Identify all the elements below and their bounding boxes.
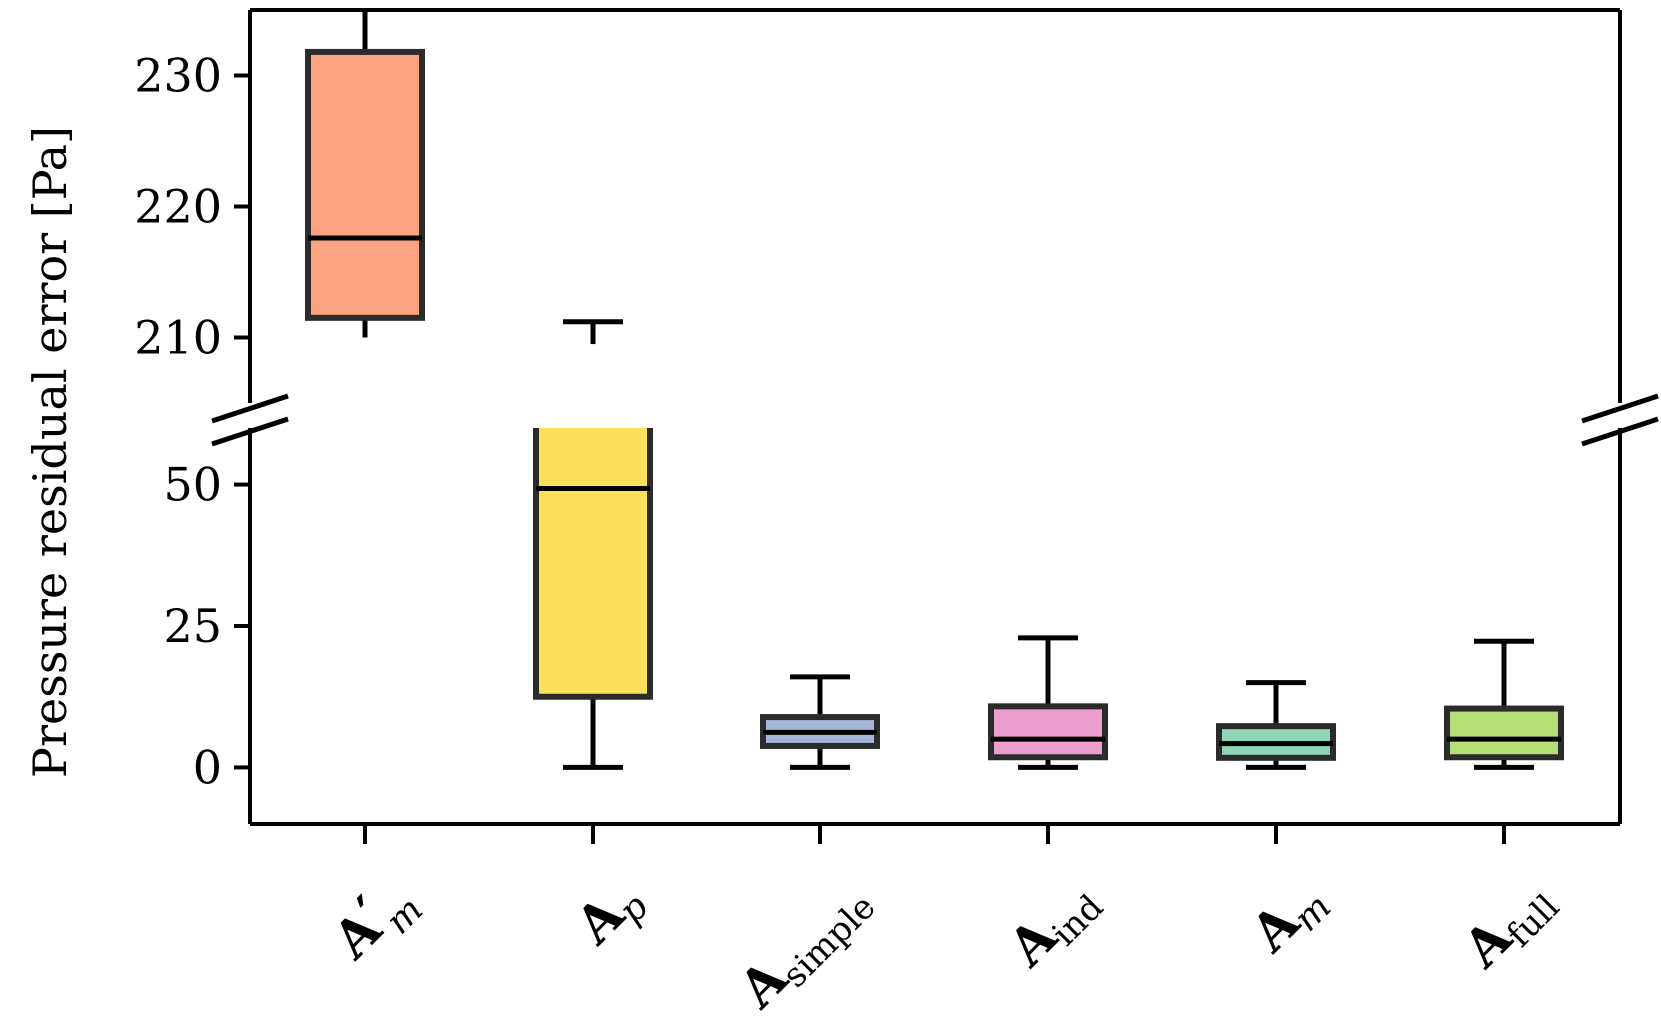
y-axis-ticks: 210 220 230 0 25 50 — [134, 49, 250, 794]
break-mark-right-1 — [1581, 393, 1659, 424]
ytick-upper-210-label: 210 — [134, 311, 222, 365]
xtick-label-Am_prime: A′m — [317, 864, 432, 979]
boxes-layer — [305, 10, 1564, 770]
ytick-lower-50-label: 50 — [163, 458, 222, 512]
box-body-Am_prime — [305, 48, 425, 321]
ytick-lower-25-label: 25 — [163, 599, 222, 653]
break-mark-left-1 — [211, 393, 289, 424]
break-mark-right-2 — [1581, 416, 1659, 447]
box-body-Ap — [536, 428, 650, 697]
xtick-label-Ap: Ap — [564, 868, 657, 961]
box-Afull — [1444, 638, 1564, 770]
xtick-label-Am: Am — [1239, 868, 1340, 969]
x-axis-ticks: A′m Ap Asimple Aind Am Afull — [317, 824, 1567, 1025]
ytick-upper-230-label: 230 — [134, 49, 222, 103]
box-Am — [1216, 680, 1336, 770]
xtick-label-Aind: Aind — [996, 868, 1111, 983]
box-body-Afull — [1444, 705, 1564, 761]
break-mark-left-2 — [211, 416, 289, 447]
axes-frame — [211, 8, 1659, 826]
xtick-label-Asimple: Asimple — [727, 868, 884, 1025]
xtick-label-sub-Asimple: simple — [775, 887, 883, 995]
box-Asimple — [760, 674, 880, 770]
y-axis-label: Pressure residual error [Pa] — [23, 126, 77, 778]
box-Aind — [988, 635, 1108, 770]
box-body-Aind — [988, 703, 1108, 761]
ytick-lower-0-label: 0 — [193, 740, 222, 794]
box-Am_prime — [305, 10, 425, 338]
box-Ap — [533, 319, 653, 770]
ytick-upper-220-label: 220 — [134, 180, 222, 234]
box-outline-Ap — [533, 428, 653, 700]
xtick-label-Afull: Afull — [1451, 868, 1567, 984]
